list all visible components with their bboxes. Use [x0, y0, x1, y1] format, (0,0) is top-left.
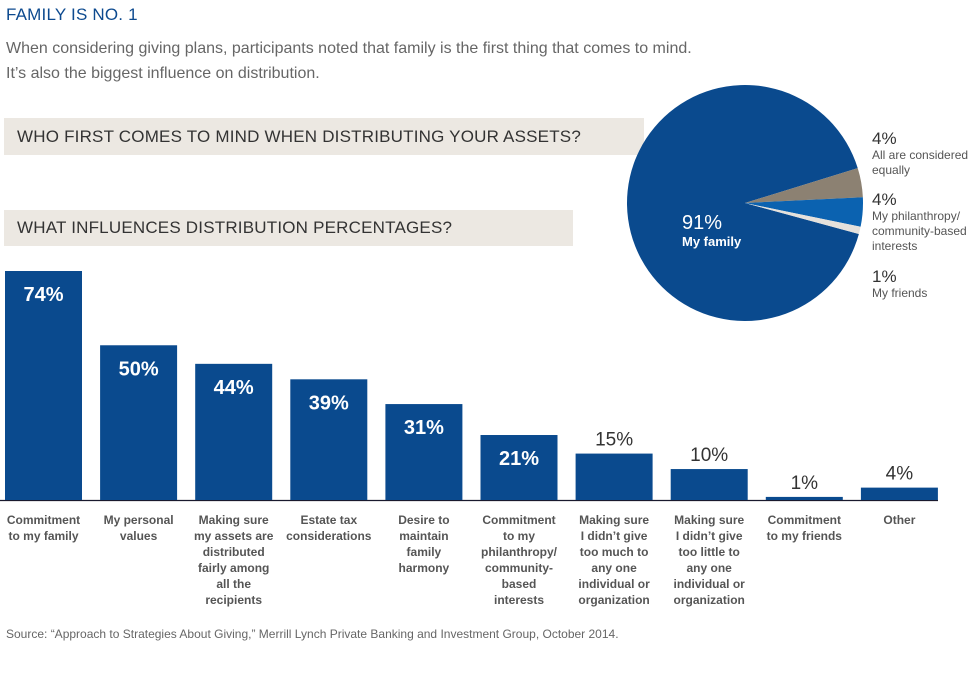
pie-legend-label: My friends	[872, 286, 928, 300]
bar	[670, 469, 748, 500]
pie-legend-label: community-based	[872, 224, 967, 238]
x-tick-label-line: to my	[502, 529, 535, 543]
x-tick-label-line: I didn’t give	[675, 529, 743, 543]
x-tick-label-line: organization	[578, 593, 650, 607]
x-tick-label: Estate tax considerations	[283, 512, 375, 544]
x-tick-label-line: all the	[216, 577, 252, 591]
x-tick-label-line: interests	[493, 593, 545, 607]
x-tick-label: Desire to maintain family harmony	[378, 512, 470, 576]
x-tick-label: Making sure my assets are distributed fairl…	[188, 512, 280, 608]
x-tick-label-line: values	[119, 529, 158, 543]
bar-value-label: 31%	[404, 417, 444, 439]
bar-value-label: 4%	[886, 464, 914, 485]
x-tick-label-line: community-	[484, 561, 553, 575]
x-tick-label: Commitment to my philanthropy/community-ba…	[473, 512, 565, 608]
pie-legend-pct: 4%	[872, 129, 897, 148]
x-tick-label-line: Desire to	[398, 513, 450, 527]
x-tick-label-line: Making sure	[579, 513, 650, 527]
x-tick-label: Commitment to my family	[0, 512, 90, 544]
x-tick-label-line: My personal	[103, 513, 174, 527]
x-tick-label-line: too much to	[579, 545, 649, 559]
pie-center-label: 91% My family	[682, 212, 741, 249]
pie-slice-my-philanthropy-community-based-interests	[745, 197, 863, 227]
pie-legend-label: equally	[872, 163, 911, 177]
x-tick-label-line: based	[501, 577, 537, 591]
pie-center-text: My family	[682, 234, 742, 249]
bar	[5, 271, 82, 500]
pie-legend-label: My philanthropy/	[872, 209, 961, 223]
bar-value-label: 74%	[23, 284, 63, 306]
x-tick-label-line: harmony	[398, 561, 450, 575]
bar-value-label: 21%	[499, 448, 539, 470]
bar	[195, 363, 273, 500]
page-subtitle: When considering giving plans, participa…	[6, 36, 692, 86]
bar-value-label: 50%	[119, 358, 159, 380]
x-tick-label-line: Making sure	[674, 513, 745, 527]
bar	[765, 496, 843, 500]
bar	[290, 379, 368, 500]
bar-value-label: 10%	[690, 445, 728, 466]
x-tick-label-line: individual or	[673, 577, 745, 591]
bar	[385, 404, 463, 500]
x-tick-label-line: any one	[591, 561, 637, 575]
pie-slice-my-family	[626, 84, 859, 321]
subtitle-line-2: It’s also the biggest influence on distr…	[6, 65, 320, 82]
bar	[100, 345, 178, 500]
bar-chart-title: WHAT INFLUENCES DISTRIBUTION PERCENTAGES…	[4, 210, 573, 246]
x-tick-label-line: distributed	[202, 545, 265, 559]
x-tick-label-line: Making sure	[198, 513, 269, 527]
x-tick-label: My personal values	[93, 512, 185, 544]
source-note: Source: “Approach to Strategies About Gi…	[6, 627, 619, 641]
bar-value-label: 44%	[214, 377, 254, 399]
bar	[860, 487, 938, 500]
x-tick-label-line: considerations	[286, 529, 372, 543]
x-tick-label-line: Commitment	[482, 513, 556, 527]
bar-value-label: 15%	[595, 430, 633, 451]
x-tick-label-line: Commitment	[767, 513, 841, 527]
x-tick-label-line: maintain	[399, 529, 449, 543]
x-tick-label: Other	[853, 512, 945, 528]
pie-legend-item: 1% My friends	[872, 268, 927, 301]
x-tick-label-line: fairly among	[198, 561, 270, 575]
x-tick-label-line: individual or	[578, 577, 650, 591]
page-title: FAMILY IS NO. 1	[6, 5, 138, 24]
x-tick-label-line: to my friends	[766, 529, 842, 543]
pie-slice-my-friends	[745, 203, 861, 234]
pie-legend-pct: 1%	[872, 267, 897, 286]
x-tick-label: Making sure I didn’t give too much to any o…	[568, 512, 660, 608]
x-tick-label-line: Other	[883, 513, 916, 527]
pie-legend-label: All are considered	[872, 148, 969, 162]
pie-legend-item: 4% My philanthropy/community-based interes…	[872, 191, 967, 254]
pie-legend-item: 4% All are considered equally	[872, 130, 968, 178]
x-tick-label-line: my assets are	[193, 529, 274, 543]
x-tick-label-line: organization	[673, 593, 745, 607]
x-tick-label: Making sure I didn’t give too little to any…	[663, 512, 755, 608]
x-tick-label-line: to my family	[8, 529, 79, 543]
pie-chart-title: WHO FIRST COMES TO MIND WHEN DISTRIBUTIN…	[4, 118, 644, 155]
subtitle-line-1: When considering giving plans, participa…	[6, 40, 692, 57]
x-tick-label-line: family	[406, 545, 442, 559]
x-tick-label-line: philanthropy/	[481, 545, 557, 559]
pie-slice-all-are-considered-equally	[745, 168, 863, 203]
bar-value-label: 39%	[309, 392, 349, 414]
bar	[480, 435, 558, 500]
x-tick-label-line: any one	[686, 561, 732, 575]
bar	[575, 453, 653, 500]
x-tick-label-line: recipients	[205, 593, 263, 607]
x-tick-label-line: I didn’t give	[580, 529, 648, 543]
pie-center-pct: 91%	[682, 212, 723, 234]
x-tick-label-line: too little to	[678, 545, 740, 559]
x-tick-label-line: Estate tax	[300, 513, 358, 527]
pie-legend-pct: 4%	[872, 190, 897, 209]
x-tick-label: Commitment to my friends	[758, 512, 850, 544]
bar-value-label: 1%	[791, 473, 819, 494]
pie-legend-label: interests	[872, 239, 918, 253]
x-tick-label-line: Commitment	[6, 513, 81, 527]
